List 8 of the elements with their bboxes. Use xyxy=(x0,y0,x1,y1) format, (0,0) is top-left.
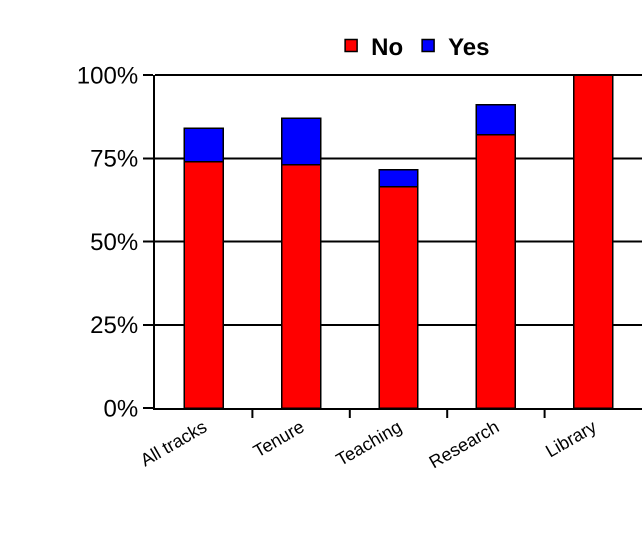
y-tick-label: 0% xyxy=(104,395,138,422)
legend-label: Yes xyxy=(448,34,490,61)
y-tick-label: 100% xyxy=(76,62,138,90)
y-tick-label: 50% xyxy=(90,228,138,256)
y-tick-label: 75% xyxy=(90,146,138,173)
legend-label: No xyxy=(371,34,404,61)
x-tick-label: All tracks xyxy=(136,416,210,470)
y-tick-label: 25% xyxy=(90,312,138,340)
